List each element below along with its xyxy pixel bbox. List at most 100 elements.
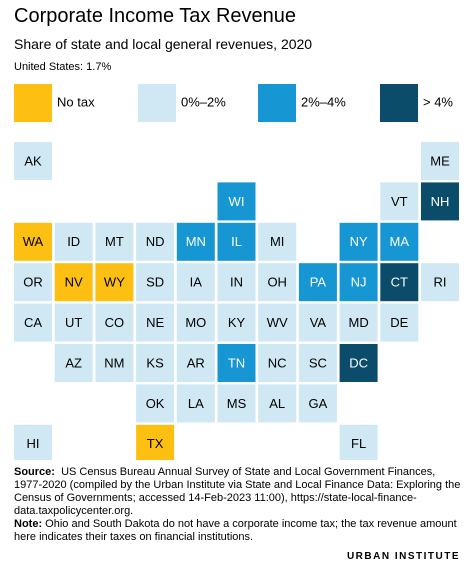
state-tile xyxy=(176,222,215,261)
state-tile xyxy=(298,303,337,342)
state-tile xyxy=(176,384,215,423)
state-tile xyxy=(258,222,297,261)
state-tile xyxy=(339,424,378,460)
footer: Source: US Census Bureau Annual Survey o… xyxy=(14,466,462,544)
state-label: DE xyxy=(390,315,408,330)
state-tile xyxy=(95,344,134,382)
source-text: US Census Bureau Annual Survey of State … xyxy=(14,466,461,517)
state-tile xyxy=(14,222,52,261)
state-label: NC xyxy=(268,355,287,370)
legend-swatch xyxy=(380,84,418,122)
state-label: MA xyxy=(390,234,410,249)
legend-swatch xyxy=(138,84,176,122)
state-tile xyxy=(380,303,419,342)
state-tile xyxy=(339,303,378,342)
title: Corporate Income Tax Revenue xyxy=(14,5,297,27)
state-tile xyxy=(298,384,337,423)
state-label: VT xyxy=(391,194,408,209)
state-tile xyxy=(421,263,459,302)
state-tile xyxy=(95,222,134,261)
source-label: Source: xyxy=(14,466,55,478)
state-label: NH xyxy=(431,194,450,209)
state-label: VA xyxy=(310,315,327,330)
state-tile xyxy=(380,263,419,302)
state-tile xyxy=(136,344,175,382)
state-label: NM xyxy=(104,355,124,370)
state-label: OH xyxy=(267,275,287,290)
note-label: Note: xyxy=(14,518,43,530)
state-label: OK xyxy=(146,396,165,411)
state-tile xyxy=(14,424,52,460)
state-tile xyxy=(136,222,175,261)
state-tile xyxy=(421,142,459,180)
state-tile xyxy=(176,263,215,302)
state-label: DC xyxy=(349,355,368,370)
state-label: CA xyxy=(24,315,42,330)
state-tile xyxy=(298,263,337,302)
state-tile xyxy=(217,344,256,382)
state-label: NJ xyxy=(351,275,367,290)
state-tile xyxy=(339,222,378,261)
state-label: ND xyxy=(146,234,165,249)
state-tile xyxy=(136,384,175,423)
state-tile xyxy=(14,303,52,342)
state-tile xyxy=(54,303,93,342)
legend-label: > 4% xyxy=(423,94,453,109)
state-label: AR xyxy=(187,355,205,370)
state-tile xyxy=(339,263,378,302)
state-label: CO xyxy=(105,315,125,330)
legend-swatch xyxy=(14,84,52,122)
state-label: UT xyxy=(65,315,82,330)
state-label: ME xyxy=(430,153,450,168)
state-tile xyxy=(95,263,134,302)
national-figure: United States: 1.7% xyxy=(14,61,112,73)
state-label: RI xyxy=(434,275,447,290)
state-label: AZ xyxy=(65,355,82,370)
state-tile xyxy=(258,344,297,382)
note: Note: Ohio and South Dakota do not have … xyxy=(14,518,462,544)
state-tile xyxy=(54,222,93,261)
subtitle: Share of state and local general revenue… xyxy=(14,36,313,52)
state-tile xyxy=(217,384,256,423)
source: Source: US Census Bureau Annual Survey o… xyxy=(14,466,462,518)
state-label: SC xyxy=(309,355,327,370)
state-label: OR xyxy=(23,275,43,290)
state-label: ID xyxy=(67,234,80,249)
state-label: MS xyxy=(227,396,247,411)
state-label: WI xyxy=(229,194,245,209)
brand: URBAN INSTITUTE xyxy=(346,551,460,562)
state-label: WY xyxy=(104,275,125,290)
state-label: TN xyxy=(228,355,245,370)
state-label: NV xyxy=(65,275,83,290)
legend-label: No tax xyxy=(57,94,95,109)
state-tile xyxy=(421,182,459,221)
state-label: AL xyxy=(269,396,285,411)
state-tile xyxy=(136,303,175,342)
state-label: IN xyxy=(230,275,243,290)
state-label: PA xyxy=(310,275,327,290)
state-label: LA xyxy=(188,396,204,411)
state-tile xyxy=(217,182,256,221)
state-label: MT xyxy=(105,234,124,249)
state-tile xyxy=(136,263,175,302)
state-label: WA xyxy=(23,234,44,249)
legend-swatch xyxy=(258,84,296,122)
state-tile xyxy=(217,222,256,261)
state-tile xyxy=(339,344,378,382)
state-tile xyxy=(258,384,297,423)
state-tile xyxy=(258,263,297,302)
legend-label: 0%–2% xyxy=(181,94,226,109)
state-tile xyxy=(176,303,215,342)
tile-map: No tax 0%–2% 2%–4% > 4% AK ME WI VT NH WA ID MT ND MN… xyxy=(14,84,459,460)
state-tile xyxy=(217,303,256,342)
state-tile xyxy=(14,263,52,302)
note-text: Ohio and South Dakota do not have a corp… xyxy=(14,518,457,543)
state-tile xyxy=(258,303,297,342)
state-label: HI xyxy=(27,436,40,451)
state-label: MN xyxy=(186,234,206,249)
state-label: NY xyxy=(350,234,368,249)
state-label: IL xyxy=(231,234,242,249)
state-tile xyxy=(380,182,419,221)
state-label: MO xyxy=(185,315,206,330)
